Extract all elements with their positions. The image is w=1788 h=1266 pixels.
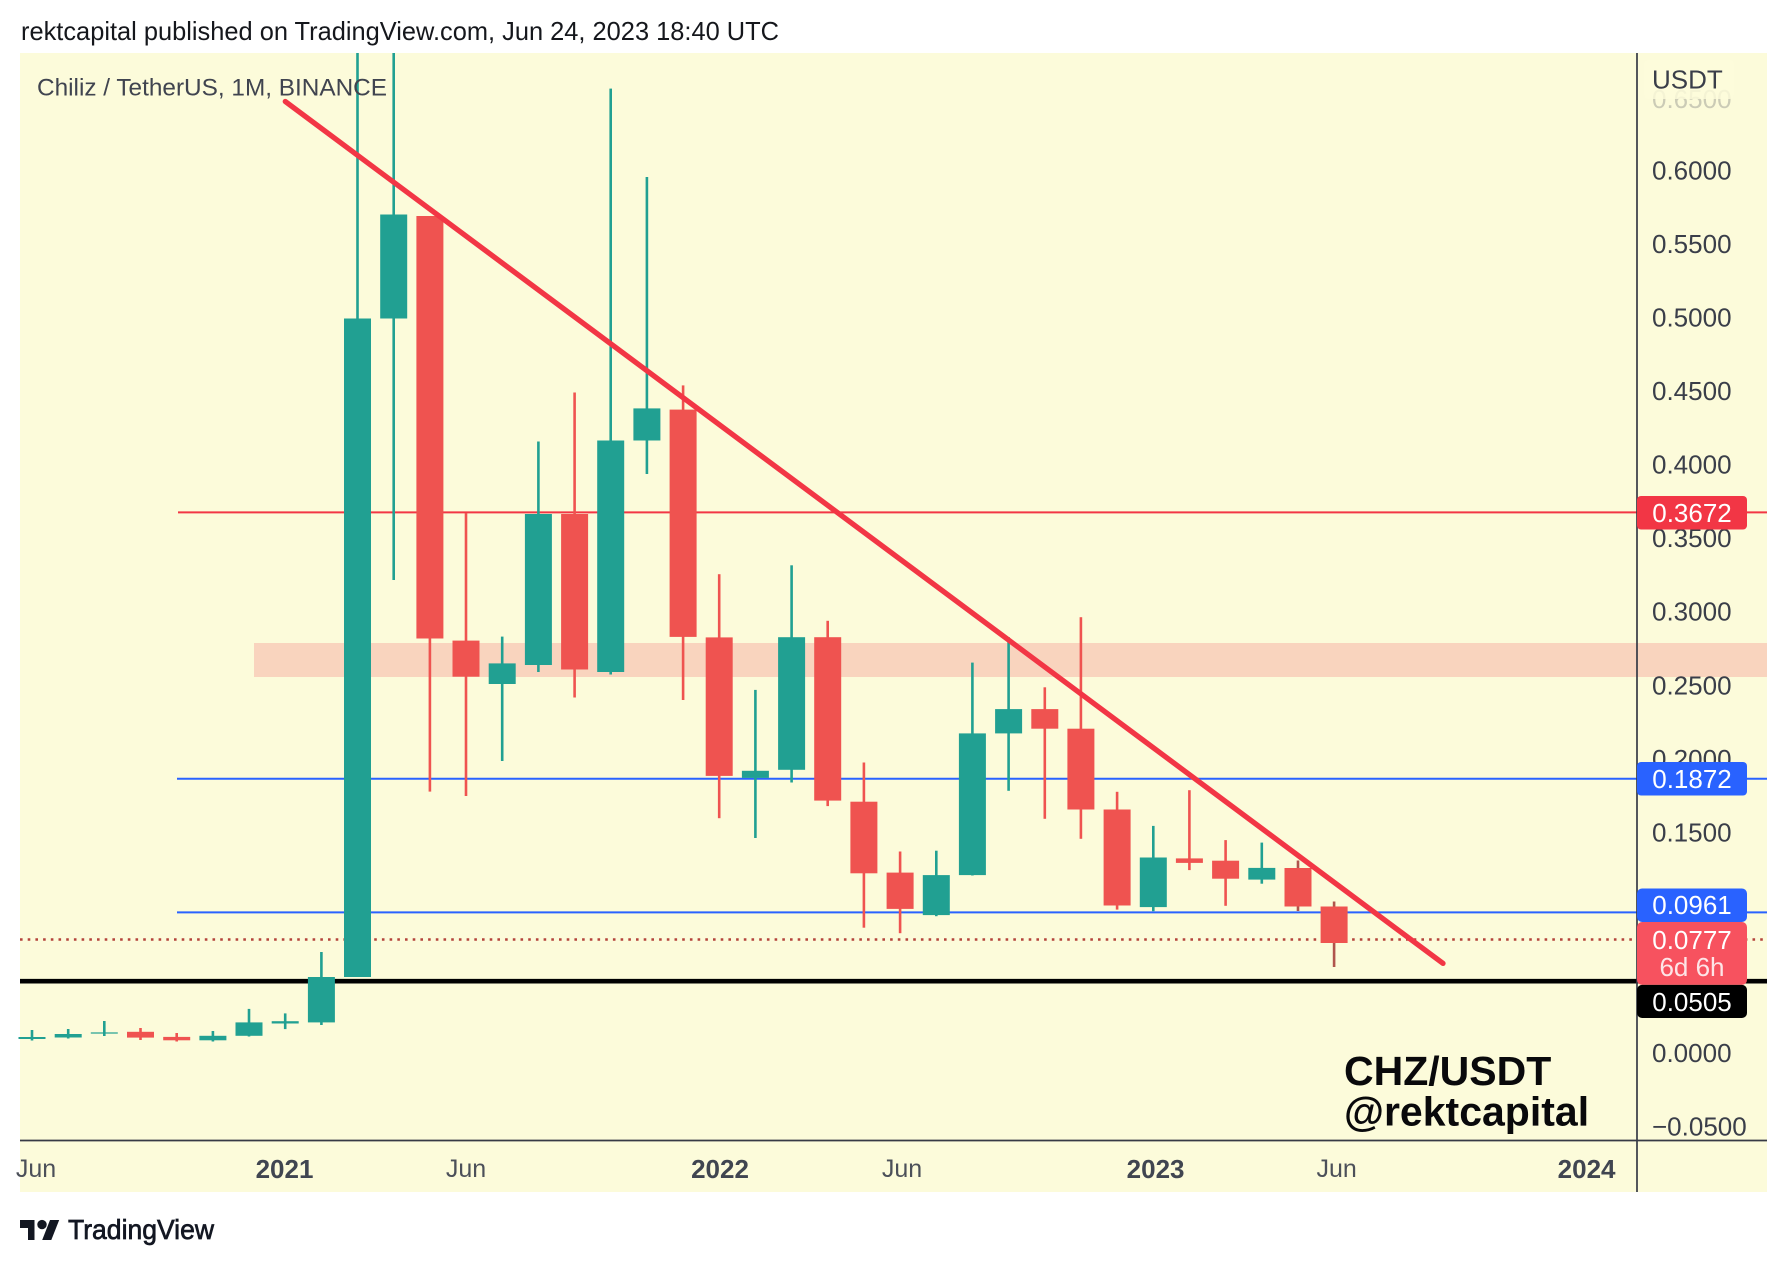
svg-text:Jun: Jun (1316, 1155, 1356, 1183)
svg-text:2024: 2024 (1558, 1154, 1616, 1184)
svg-text:0.4000: 0.4000 (1652, 450, 1732, 480)
svg-text:0.0961: 0.0961 (1652, 890, 1732, 920)
svg-text:@rektcapital: @rektcapital (1344, 1089, 1589, 1135)
svg-text:0.0505: 0.0505 (1652, 987, 1732, 1017)
svg-text:−0.0500: −0.0500 (1652, 1112, 1747, 1142)
svg-text:Chiliz / TetherUS, 1M, BINANCE: Chiliz / TetherUS, 1M, BINANCE (37, 75, 387, 102)
svg-text:CHZ/USDT: CHZ/USDT (1344, 1048, 1551, 1094)
svg-text:TradingView: TradingView (68, 1214, 215, 1245)
svg-text:6d 6h: 6d 6h (1659, 952, 1724, 982)
svg-text:2021: 2021 (256, 1154, 314, 1184)
svg-text:0.3672: 0.3672 (1652, 498, 1732, 528)
svg-text:Jun: Jun (882, 1155, 922, 1183)
svg-text:0.3000: 0.3000 (1652, 597, 1732, 627)
svg-text:0.2500: 0.2500 (1652, 670, 1732, 700)
svg-text:USDT: USDT (1652, 65, 1723, 95)
svg-text:0.6000: 0.6000 (1652, 155, 1732, 185)
svg-text:2023: 2023 (1127, 1154, 1185, 1184)
svg-text:0.1500: 0.1500 (1652, 817, 1732, 847)
svg-text:0.5500: 0.5500 (1652, 229, 1732, 259)
svg-text:0.0777: 0.0777 (1652, 925, 1732, 955)
svg-text:rektcapital published on Tradi: rektcapital published on TradingView.com… (21, 16, 779, 46)
svg-text:2022: 2022 (691, 1154, 749, 1184)
svg-text:Jun: Jun (446, 1155, 486, 1183)
svg-text:Jun: Jun (16, 1155, 56, 1183)
svg-text:0.1872: 0.1872 (1652, 764, 1732, 794)
svg-text:0.4500: 0.4500 (1652, 376, 1732, 406)
svg-text:0.0000: 0.0000 (1652, 1038, 1732, 1068)
svg-text:0.5000: 0.5000 (1652, 303, 1732, 333)
